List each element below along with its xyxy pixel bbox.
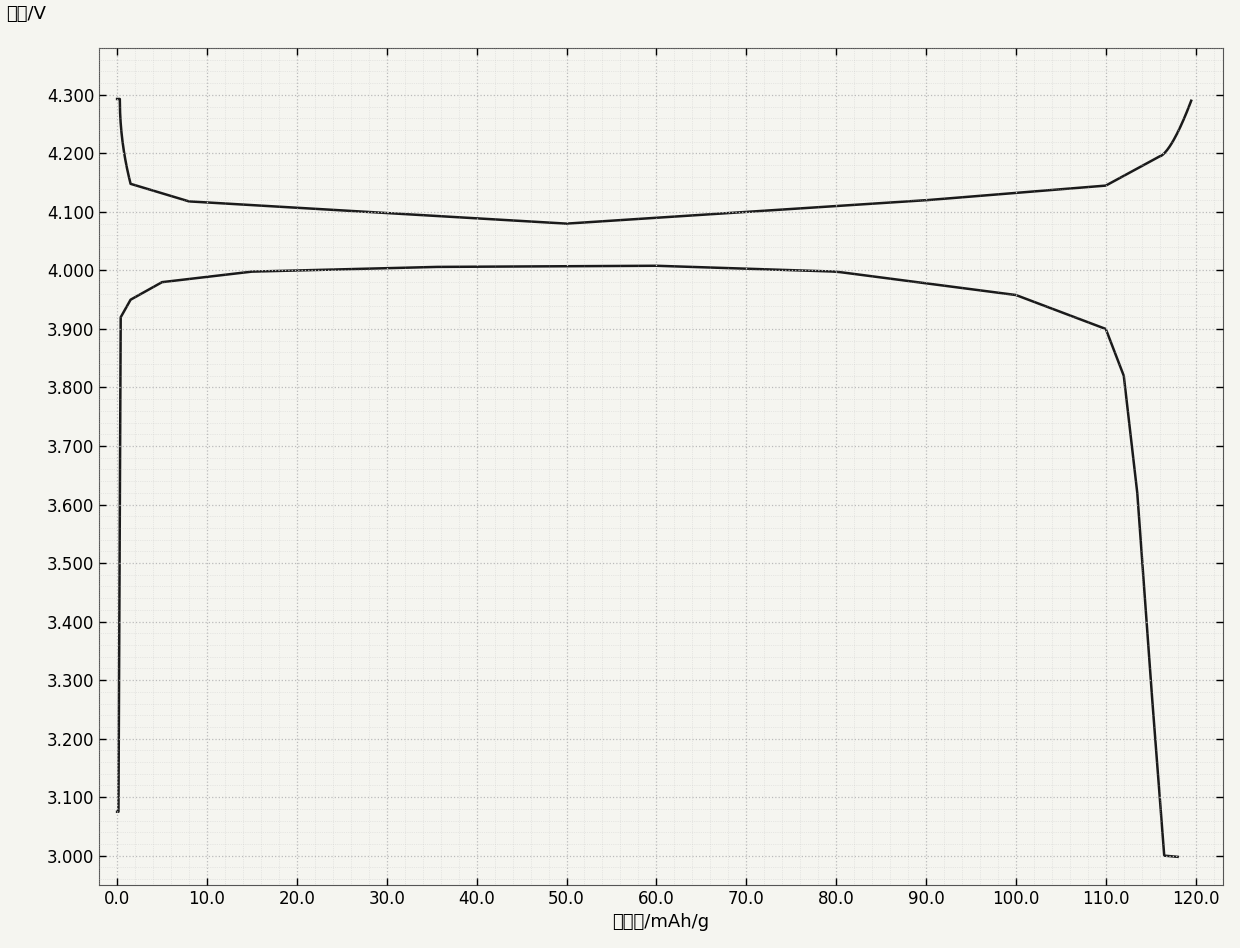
Y-axis label: 电压/V: 电压/V [6,5,46,23]
X-axis label: 比容量/mAh/g: 比容量/mAh/g [613,913,709,931]
